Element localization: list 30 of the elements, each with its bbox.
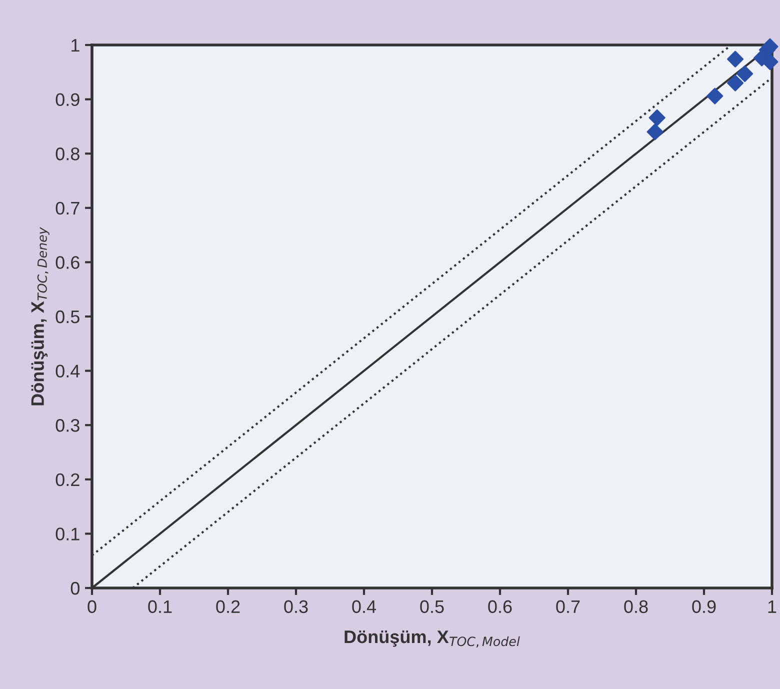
point [706,88,724,104]
x-tick-label: 0.3 [284,600,308,614]
x-tick-label: 0.4 [352,600,376,614]
y-tick-label: 0.2 [56,473,80,486]
x-tick-label: 0.9 [692,600,716,614]
x-tick-label: 0.1 [148,600,172,614]
point [646,124,664,140]
x-tick-label: 0 [88,600,96,614]
y-tick-label: 0.7 [56,202,80,215]
point [736,65,754,82]
x-tick-label: 0.2 [216,600,240,614]
point [726,50,744,68]
x-tick-label: 0.6 [488,600,512,614]
y-tick-label: 0.8 [56,148,80,160]
y-tick-label: 0.4 [56,364,80,378]
x-tick-label: 0.5 [420,600,444,614]
y-tick-label: 0.1 [56,528,80,540]
x-tick-label: 0.7 [556,600,580,614]
y-tick-label: 0.6 [56,256,80,269]
y-axis-title: Dönüşüm, X$_{TOC,Deney}$ [31,227,50,406]
x-tick-label: 1 [768,600,776,613]
y-tick-label: 0.3 [56,419,80,432]
point [648,109,666,126]
y-tick-label: 1 [72,39,80,52]
y-tick-label: 0.5 [56,310,80,324]
x-axis-title: Dönüşüm, X$_{TOC,Model}$ [344,630,520,648]
y-tick-label: 0 [70,582,80,595]
y-tick-label: 0.9 [56,93,80,106]
point [726,74,744,92]
x-tick-label: 0.8 [624,600,648,614]
